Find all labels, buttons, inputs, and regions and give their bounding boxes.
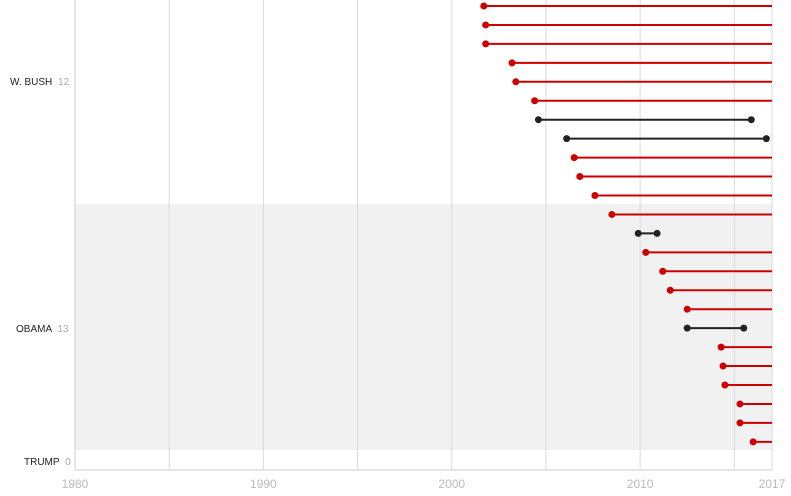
start-point <box>634 229 642 237</box>
start-point <box>534 116 542 124</box>
start-point <box>576 173 584 181</box>
dumbbell-row <box>683 324 748 332</box>
dumbbell-row <box>666 286 772 294</box>
dumbbell-row <box>534 116 755 124</box>
start-point <box>482 40 490 48</box>
obama-term-band <box>75 204 772 450</box>
dumbbell-row <box>749 438 772 446</box>
start-point <box>719 362 727 370</box>
admin-label-trump: TRUMP 0 <box>24 457 71 468</box>
dumbbell-row <box>576 173 772 181</box>
dumbbell-row <box>736 400 772 408</box>
admin-count-obama: 13 <box>57 324 69 335</box>
start-point <box>563 135 571 143</box>
end-point <box>762 135 770 143</box>
admin-name-trump: TRUMP <box>24 457 60 468</box>
start-point <box>683 305 691 313</box>
start-point <box>666 286 674 294</box>
dumbbell-row <box>642 248 772 256</box>
x-axis-ticks: 1980 1990 2000 2010 2017 <box>62 477 786 491</box>
start-point <box>659 267 667 275</box>
dumbbell-row <box>683 305 772 313</box>
x-tick-label-1980: 1980 <box>62 477 89 491</box>
start-point <box>736 400 744 408</box>
end-point <box>740 324 748 332</box>
x-tick-label-2017: 2017 <box>759 477 786 491</box>
start-point <box>721 381 729 389</box>
start-point <box>591 192 599 199</box>
dumbbell-rows <box>480 2 772 446</box>
start-point <box>717 343 725 351</box>
start-point <box>736 419 744 427</box>
dumbbell-row <box>717 343 772 351</box>
start-point <box>482 21 490 29</box>
dumbbell-row <box>608 210 772 218</box>
dumbbell-row <box>659 267 772 275</box>
admin-label-bush: W. BUSH 12 <box>10 77 70 88</box>
dumbbell-row <box>563 135 770 143</box>
dumbbell-row <box>634 229 661 237</box>
end-point <box>747 116 755 124</box>
start-point <box>608 210 616 218</box>
start-point <box>642 248 650 256</box>
dumbbell-row <box>719 362 772 370</box>
dumbbell-row <box>480 2 772 10</box>
dumbbell-row <box>721 381 772 389</box>
start-point <box>531 97 539 105</box>
dumbbell-row <box>591 192 772 199</box>
dumbbell-row <box>531 97 772 105</box>
start-point <box>512 78 520 86</box>
dumbbell-row <box>508 59 772 67</box>
start-point <box>570 154 578 162</box>
admin-count-trump: 0 <box>65 457 71 468</box>
dumbbell-row <box>570 154 772 162</box>
x-tick-label-2010: 2010 <box>627 477 654 491</box>
start-point <box>508 59 516 67</box>
admin-count-bush: 12 <box>58 77 70 88</box>
start-point <box>683 324 691 332</box>
end-point <box>653 229 661 237</box>
dumbbell-row <box>512 78 772 86</box>
admin-name-bush: W. BUSH <box>10 77 52 88</box>
x-tick-label-2000: 2000 <box>438 477 465 491</box>
start-point <box>749 438 757 446</box>
admin-label-obama: OBAMA 13 <box>16 324 69 335</box>
dumbbell-row <box>482 40 772 48</box>
start-point <box>480 2 488 10</box>
dumbbell-row <box>736 419 772 427</box>
dumbbell-row <box>482 21 772 29</box>
x-tick-label-1990: 1990 <box>250 477 277 491</box>
admin-name-obama: OBAMA <box>16 324 52 335</box>
